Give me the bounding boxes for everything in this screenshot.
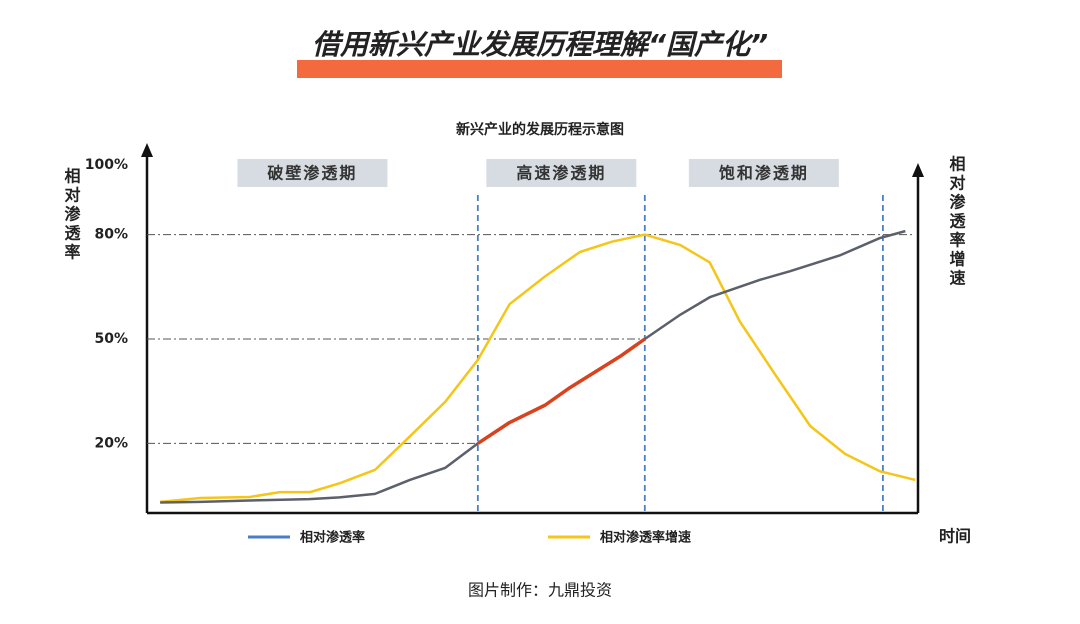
y-tick-label: 80% <box>94 227 128 243</box>
x-label: 时间 <box>939 527 971 546</box>
phase-label: 饱和渗透期 <box>719 164 809 183</box>
y2-label: 相对渗透率增速 <box>947 155 966 289</box>
y-arrow <box>141 143 153 157</box>
y-tick-label: 100% <box>85 157 128 173</box>
legend-label: 相对渗透率增速 <box>600 530 691 546</box>
phase-label: 高速渗透期 <box>516 164 606 183</box>
penetration-line <box>160 229 906 504</box>
page-title: 借用新兴产业发展历程理解“国产化” <box>312 28 768 61</box>
y2-arrow <box>912 163 924 177</box>
chart-title: 新兴产业的发展历程示意图 <box>456 121 624 138</box>
growth-line <box>160 233 916 504</box>
y-label: 相对渗透率 <box>62 167 81 263</box>
phase-label: 破壁渗透期 <box>267 164 357 183</box>
y-tick-label: 50% <box>94 331 128 347</box>
legend-label: 相对渗透率 <box>300 530 365 546</box>
title-bar <box>297 60 782 78</box>
source: 图片制作：九鼎投资 <box>468 581 612 600</box>
y-tick-label: 20% <box>94 435 128 451</box>
phase-box <box>486 159 637 187</box>
penetration-line <box>476 337 646 445</box>
phase-box <box>237 159 388 187</box>
phase-box <box>688 159 839 187</box>
